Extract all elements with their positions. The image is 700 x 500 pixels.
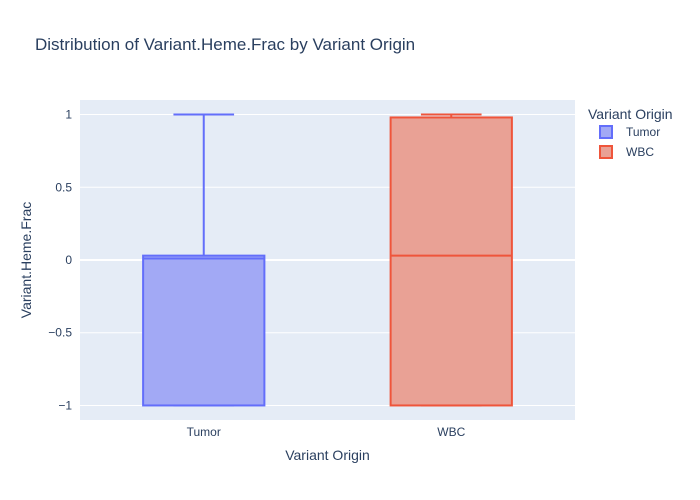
legend-item-tumor[interactable]: Tumor xyxy=(599,125,660,139)
x-tick-labels: Tumor WBC xyxy=(187,425,466,439)
x-tick-label: Tumor xyxy=(187,425,221,439)
y-tick-label: 1 xyxy=(65,108,72,122)
legend: Variant Origin Tumor WBC xyxy=(588,106,673,159)
y-tick-labels: 1 0.5 0 −0.5 −1 xyxy=(48,108,72,413)
iqr-box xyxy=(142,254,266,407)
x-tick-label: WBC xyxy=(437,425,465,439)
legend-swatch xyxy=(599,145,613,159)
legend-title: Variant Origin xyxy=(588,106,673,122)
legend-swatch xyxy=(599,125,613,139)
y-tick-label: −1 xyxy=(58,398,72,412)
box-traces xyxy=(142,113,513,407)
chart-title: Distribution of Variant.Heme.Frac by Var… xyxy=(35,35,415,54)
legend-label: WBC xyxy=(626,145,654,159)
x-axis-title: Variant Origin xyxy=(285,447,370,463)
y-tick-label: −0.5 xyxy=(48,326,72,340)
legend-item-wbc[interactable]: WBC xyxy=(599,145,654,159)
box-tumor xyxy=(142,113,266,407)
y-axis-title: Variant.Heme.Frac xyxy=(18,202,34,318)
legend-label: Tumor xyxy=(626,125,660,139)
y-tick-label: 0 xyxy=(65,253,72,267)
y-tick-label: 0.5 xyxy=(55,180,72,194)
box-wbc xyxy=(389,113,513,407)
iqr-box xyxy=(389,116,513,407)
